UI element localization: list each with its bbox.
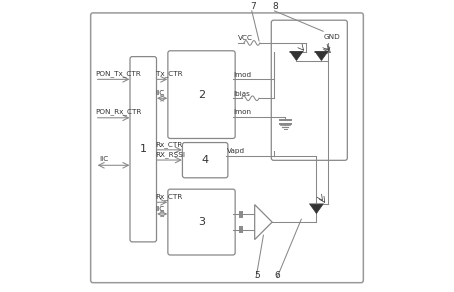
Text: Imod: Imod bbox=[234, 72, 252, 78]
Polygon shape bbox=[255, 205, 272, 239]
Text: IIC: IIC bbox=[99, 156, 108, 162]
Polygon shape bbox=[315, 52, 328, 60]
Text: VCC: VCC bbox=[238, 34, 253, 41]
Text: 5: 5 bbox=[254, 271, 260, 280]
Text: PON_Tx_CTR: PON_Tx_CTR bbox=[95, 70, 141, 77]
Text: RX_RSSI: RX_RSSI bbox=[156, 151, 186, 158]
Text: 6: 6 bbox=[275, 271, 281, 280]
Text: 1: 1 bbox=[140, 144, 147, 154]
Polygon shape bbox=[290, 52, 303, 60]
FancyBboxPatch shape bbox=[183, 142, 228, 178]
FancyBboxPatch shape bbox=[168, 51, 235, 138]
Text: Vapd: Vapd bbox=[227, 148, 245, 154]
Text: Imon: Imon bbox=[234, 110, 252, 115]
Text: 4: 4 bbox=[202, 155, 209, 165]
FancyBboxPatch shape bbox=[91, 13, 363, 283]
Text: IIC: IIC bbox=[156, 206, 165, 212]
Text: Ibias: Ibias bbox=[234, 91, 251, 97]
Text: Tx_CTR: Tx_CTR bbox=[156, 70, 182, 77]
Text: PON_Rx_CTR: PON_Rx_CTR bbox=[95, 109, 142, 115]
Text: Rx_CTR: Rx_CTR bbox=[156, 141, 183, 147]
Text: 2: 2 bbox=[198, 90, 205, 100]
Text: IIC: IIC bbox=[156, 90, 165, 96]
Text: 7: 7 bbox=[250, 2, 256, 11]
Text: 3: 3 bbox=[198, 217, 205, 227]
Text: GND: GND bbox=[324, 34, 340, 40]
Text: 8: 8 bbox=[273, 2, 278, 11]
FancyBboxPatch shape bbox=[130, 57, 157, 242]
Text: Rx_CTR: Rx_CTR bbox=[156, 193, 183, 200]
FancyBboxPatch shape bbox=[271, 20, 347, 160]
Polygon shape bbox=[310, 204, 323, 213]
FancyBboxPatch shape bbox=[168, 189, 235, 255]
